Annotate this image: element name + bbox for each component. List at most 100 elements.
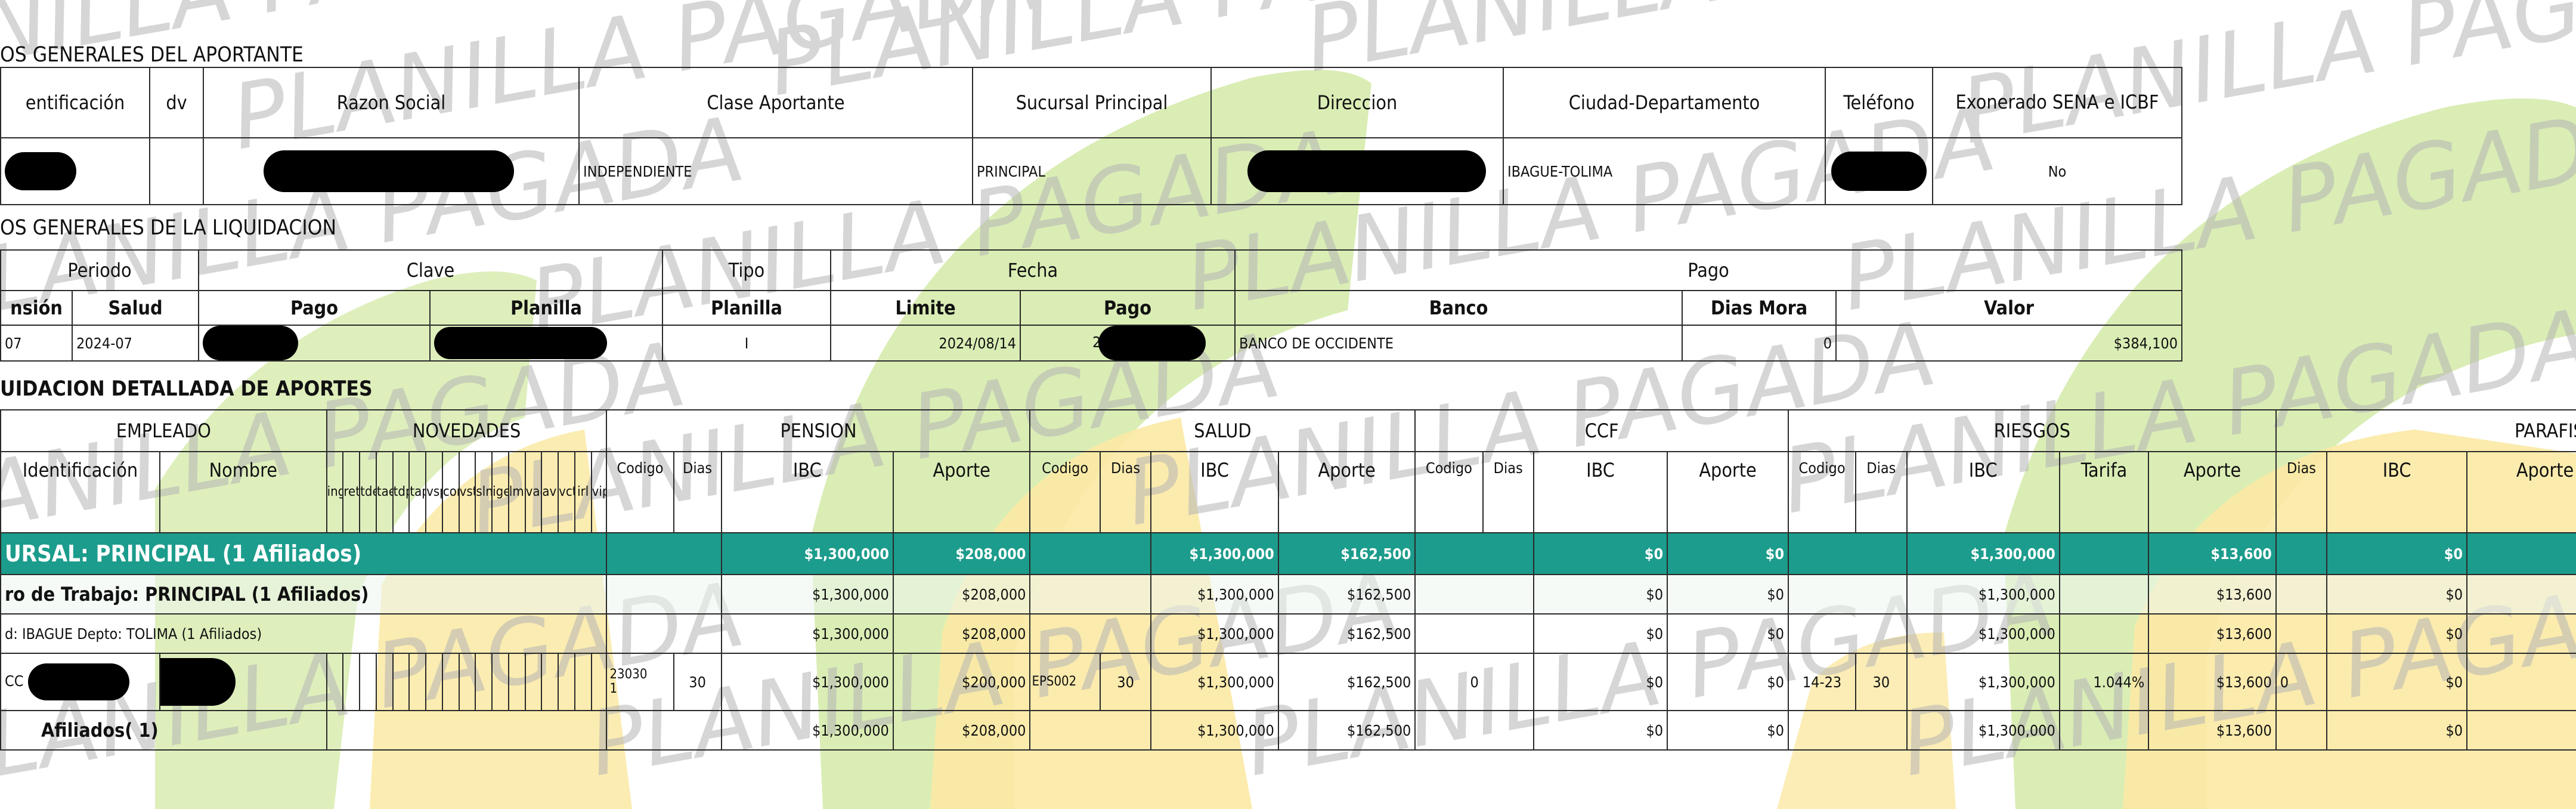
pension-ibc: $1,300,000 <box>720 613 894 654</box>
afiliado-row: CC 23030 1 30 $1,300,000 $200,000 EPS002 … <box>0 653 2576 711</box>
riesgos-ibc: $1,300,000 <box>1906 532 2060 575</box>
novedad-tdp: tdp <box>392 451 410 533</box>
salud-ibc: $1,300,000 <box>1150 574 1279 615</box>
sub-valor: Valor <box>1835 290 2183 326</box>
ccf-codigo: 0 <box>1414 653 1534 711</box>
section-title-liquidacion: OS GENERALES DE LA LIQUIDACION <box>0 216 337 240</box>
novedad-cor: cor <box>441 451 460 533</box>
sub-para-ibc: IBC <box>2326 451 2468 533</box>
cell-identificacion <box>0 137 150 205</box>
sub-pension-codigo: Codigo <box>606 451 674 533</box>
header-clase-aportante: Clase Aportante <box>578 67 973 138</box>
novedad-sln: sln <box>475 451 493 533</box>
pension-aporte: $208,000 <box>892 574 1031 615</box>
salud-ibc: $1,300,000 <box>1150 613 1279 654</box>
summary-label: d: IBAGUE Depto: TOLIMA (1 Afiliados) <box>0 613 608 654</box>
para-dias: 0 <box>2275 653 2328 711</box>
sub-fecha-pago: Pago <box>1020 290 1236 326</box>
sub-riesgos-dias: Dias <box>1855 451 1908 533</box>
novedad-lma: lma <box>507 451 526 533</box>
novedad-vst: vst <box>458 451 476 533</box>
sub-riesgos-tarifa: Tarifa <box>2058 451 2150 533</box>
pension-codigo: 23030 1 <box>606 653 674 711</box>
redaction-mark <box>1098 326 1206 360</box>
pension-aporte: $208,000 <box>892 710 1031 751</box>
sub-riesgos-ibc: IBC <box>1906 451 2060 533</box>
sub-para-dias: Dias <box>2275 451 2328 533</box>
group-fecha: Fecha <box>830 249 1236 291</box>
cell-exonerado: No <box>1932 137 2182 205</box>
riesgos-ibc: $1,300,000 <box>1906 653 2060 711</box>
group-tipo: Tipo <box>662 249 832 291</box>
header-identificacion: entificación <box>0 67 150 138</box>
cell-ciudad: IBAGUE-TOLIMA <box>1503 137 1826 205</box>
sub-salud-codigo: Codigo <box>1029 451 1101 533</box>
total-label: Afiliados( 1) <box>0 710 327 751</box>
pension-aporte: $200,000 <box>892 653 1031 711</box>
redaction-mark <box>264 150 514 192</box>
value-valor: $384,100 <box>1835 325 2183 362</box>
group-riesgos: RIESGOS <box>1787 409 2277 452</box>
ccf-ibc: $0 <box>1532 710 1668 751</box>
total-row: Afiliados( 1) $1,300,000 $208,000 $1,300… <box>0 710 2576 751</box>
value-salud: 2024-07 <box>71 325 200 362</box>
riesgos-aporte: $13,600 <box>2148 613 2277 654</box>
sub-banco: Banco <box>1234 290 1683 326</box>
group-periodo: Periodo <box>0 249 200 291</box>
redaction-mark <box>434 327 608 359</box>
value-limite: 2024/08/14 <box>830 325 1021 362</box>
header-direccion: Direccion <box>1210 67 1504 138</box>
group-pension: PENSION <box>606 409 1031 452</box>
sub-pension-ibc: IBC <box>720 451 894 533</box>
summary-label: ro de Trabajo: PRINCIPAL (1 Afiliados) <box>0 574 608 615</box>
pension-ibc: $1,300,000 <box>720 710 894 751</box>
novedad-tae: tae <box>375 451 394 533</box>
salud-aporte: $162,500 <box>1277 653 1416 711</box>
pension-ibc: $1,300,000 <box>720 574 894 615</box>
salud-aporte: $162,500 <box>1277 710 1416 751</box>
header-sucursal: Sucursal Principal <box>972 67 1212 138</box>
value-banco: BANCO DE OCCIDENTE <box>1234 325 1683 362</box>
group-parafiscales: PARAFISCALI <box>2275 409 2576 452</box>
novedad-vac: vac <box>524 451 543 533</box>
salud-dias: 30 <box>1099 653 1152 711</box>
redaction-mark <box>5 152 76 190</box>
ccf-ibc: $0 <box>1532 653 1668 711</box>
group-clave: Clave <box>198 249 664 291</box>
ccf-ibc: $0 <box>1532 613 1668 654</box>
salud-ibc: $1,300,000 <box>1150 532 1279 575</box>
novedad-tap: tap <box>408 451 427 533</box>
ccf-aporte: $0 <box>1667 710 1789 751</box>
redaction-mark <box>1831 152 1927 191</box>
afiliado-nombre <box>159 653 327 711</box>
header-razon-social: Razon Social <box>203 67 580 138</box>
riesgos-aporte: $13,600 <box>2148 574 2277 615</box>
group-novedades: NOVEDADES <box>326 409 608 452</box>
sub-salud-ibc: IBC <box>1150 451 1279 533</box>
sub-salud-aporte: Aporte <box>1277 451 1416 533</box>
novedad-ing: ing <box>326 451 344 533</box>
riesgos-codigo: 14-23 <box>1787 653 1857 711</box>
para-ibc: $0 <box>2326 710 2468 751</box>
cell-direccion <box>1210 137 1504 205</box>
novedad-tde: tde <box>359 451 377 533</box>
sub-pension-aporte: Aporte <box>892 451 1031 533</box>
cell-telefono <box>1825 137 1933 205</box>
sub-salud-dias: Dias <box>1099 451 1152 533</box>
ccf-aporte: $0 <box>1667 532 1789 575</box>
novedad-vsp: vsp <box>425 451 443 533</box>
sub-salud: Salud <box>71 290 200 326</box>
sub-ccf-aporte: Aporte <box>1667 451 1789 533</box>
sub-ccf-codigo: Codigo <box>1414 451 1484 533</box>
salud-ibc: $1,300,000 <box>1150 653 1279 711</box>
pension-dias: 30 <box>673 653 722 711</box>
riesgos-dias: 30 <box>1855 653 1908 711</box>
value-clave-pago <box>198 325 431 362</box>
redaction-mark <box>160 658 236 706</box>
sub-riesgos-codigo: Codigo <box>1787 451 1857 533</box>
salud-ibc: $1,300,000 <box>1150 710 1279 751</box>
pension-aporte: $208,000 <box>892 613 1031 654</box>
sub-nombre: Nombre <box>159 451 327 533</box>
para-ibc: $0 <box>2326 653 2468 711</box>
sub-pension-dias: Dias <box>673 451 722 533</box>
